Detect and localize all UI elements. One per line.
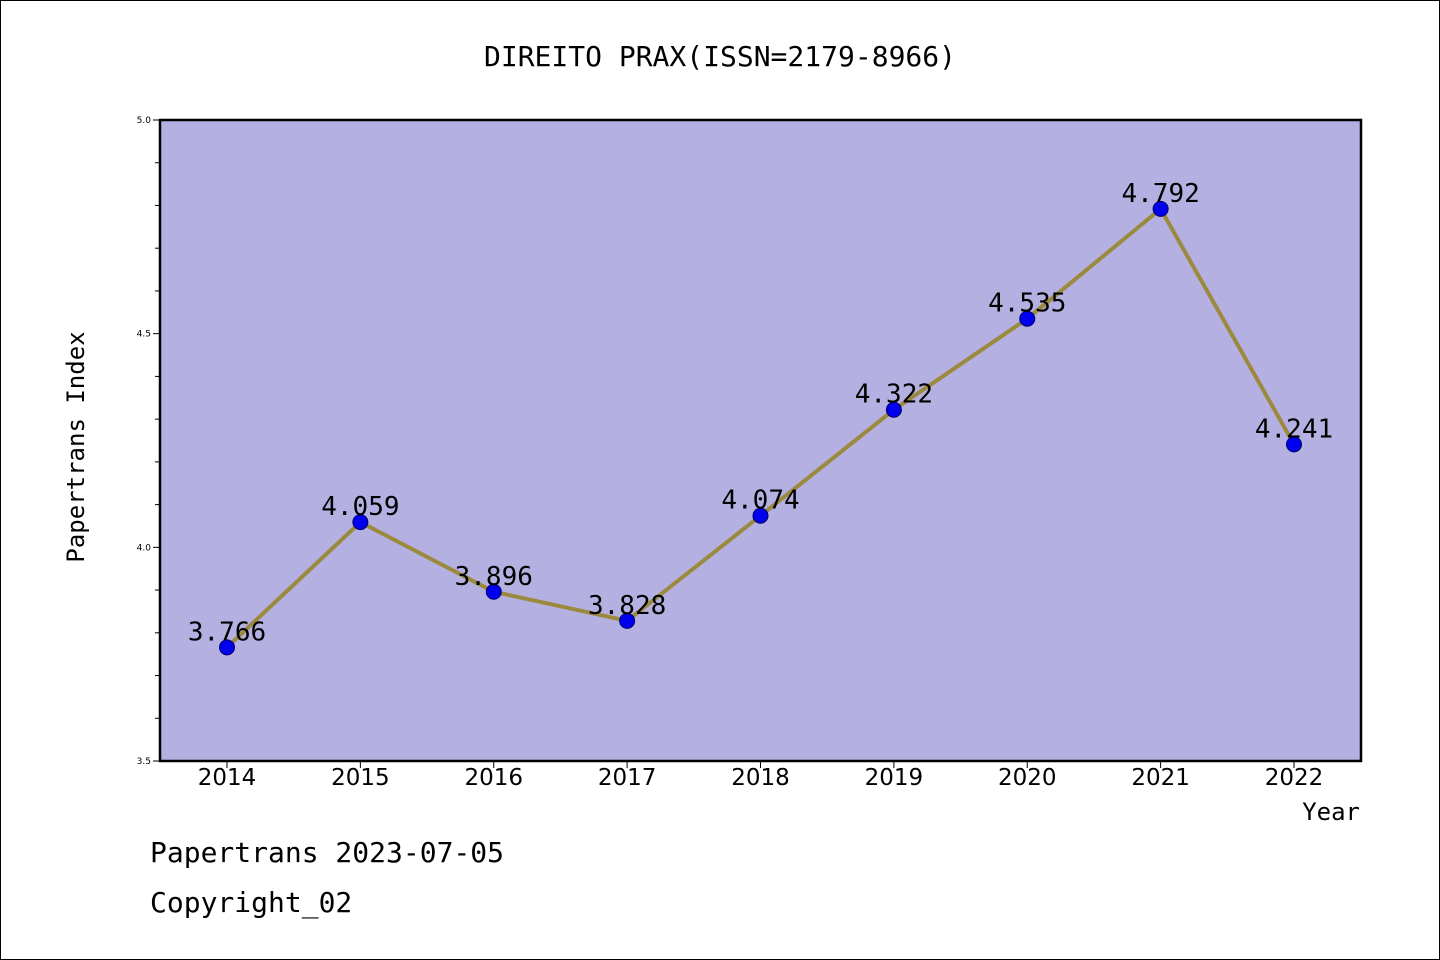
data-label: 4.241	[1255, 414, 1333, 444]
data-point	[1152, 200, 1169, 217]
data-label: 4.074	[721, 486, 799, 516]
data-label: 4.322	[855, 380, 933, 410]
data-label: 4.059	[321, 492, 399, 522]
data-point	[619, 612, 636, 629]
data-point	[219, 639, 235, 656]
x-axis: 2014 2015 2016 2017 2018 2019 2020 2021 2022	[198, 761, 1324, 791]
y-tick-label: 3.5	[137, 757, 151, 767]
y-tick-label: 4.0	[137, 543, 152, 553]
data-point	[1019, 310, 1036, 327]
footer-date: Papertrans 2023-07-05	[150, 836, 505, 869]
plot-area	[160, 120, 1361, 761]
data-label: 3.828	[588, 591, 666, 621]
y-axis: 3.5 4.0 4.5 5.0	[137, 116, 160, 767]
plot-border	[158, 118, 1363, 763]
x-axis-label: Year	[1302, 798, 1360, 826]
data-label: 4.535	[988, 289, 1066, 319]
data-labels: 3.766 4.059 3.896 3.828 4.074 4.322 4.535 4.792…	[188, 179, 1333, 647]
data-label: 3.766	[188, 617, 266, 647]
x-tick-label: 2019	[865, 765, 924, 791]
data-label: 4.792	[1121, 179, 1199, 209]
x-tick-label: 2015	[331, 765, 390, 791]
data-point	[485, 583, 502, 600]
y-axis-label: Papertrans Index	[62, 331, 90, 562]
chart-title: DIREITO PRAX(ISSN=2179-8966)	[484, 40, 956, 73]
data-point	[752, 507, 769, 524]
x-tick-label: 2018	[731, 765, 790, 791]
data-point	[1286, 436, 1302, 453]
data-label: 3.896	[455, 562, 533, 592]
x-tick-label: 2014	[198, 765, 257, 791]
data-markers	[219, 200, 1302, 656]
data-point	[352, 514, 369, 531]
y-tick-label: 4.5	[137, 330, 151, 340]
x-tick-label: 2020	[998, 765, 1057, 791]
x-tick-label: 2016	[464, 765, 523, 791]
data-point	[885, 401, 902, 418]
x-tick-label: 2021	[1131, 765, 1190, 791]
x-tick-label: 2022	[1265, 765, 1324, 791]
footer-copyright: Copyright_02	[150, 886, 353, 919]
x-tick-label: 2017	[598, 765, 657, 791]
y-tick-label: 5.0	[137, 116, 152, 126]
